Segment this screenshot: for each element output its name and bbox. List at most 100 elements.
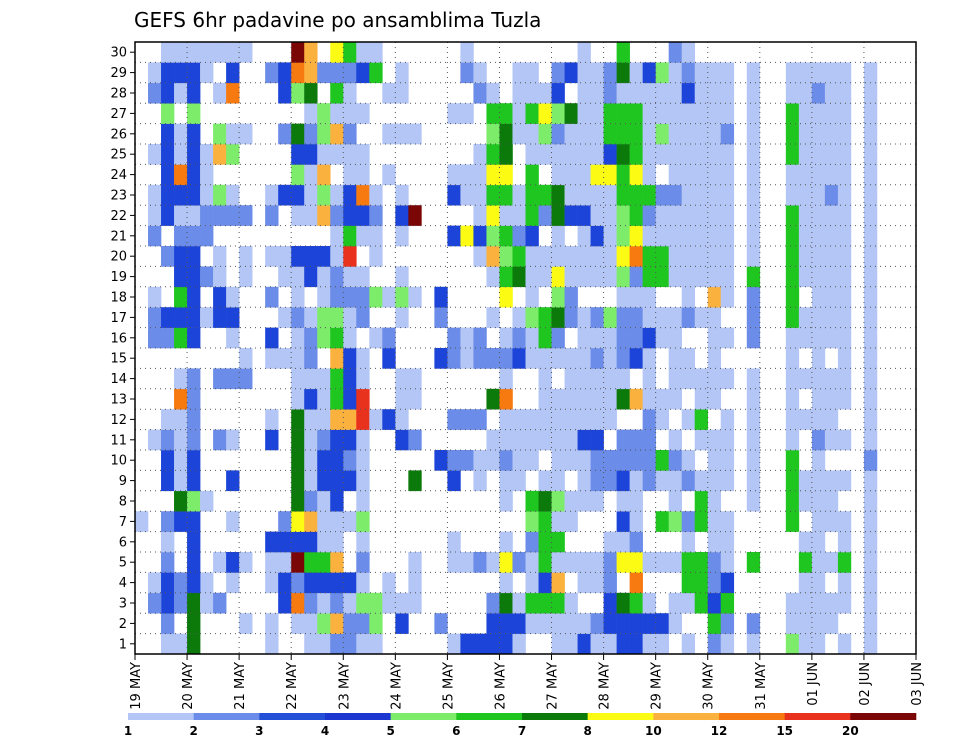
heatmap-cell [863,470,878,492]
heatmap-cell [265,633,279,655]
heatmap-cell [174,307,188,328]
heatmap-cell [837,470,852,492]
heatmap-cell [720,62,735,84]
heatmap-cell [460,633,474,655]
heatmap-cell [460,103,474,124]
heatmap-cell [603,164,617,186]
colorbar-label: 20 [842,724,859,738]
y-tick-label: 16 [110,331,127,346]
heatmap-cell [590,205,604,226]
heatmap-cell [694,552,709,573]
heatmap-cell [798,62,813,84]
heatmap-cell [603,388,617,410]
heatmap-cell [577,429,591,451]
heatmap-cell [538,552,552,573]
heatmap-cell [239,123,253,145]
heatmap-cell [525,490,539,512]
heatmap-cell [681,450,696,471]
heatmap-cell [512,409,526,430]
heatmap-cell [616,490,630,512]
heatmap-cell [187,246,201,267]
heatmap-cell [707,531,722,553]
heatmap-cell [512,613,526,634]
y-tick-label: 27 [110,107,127,122]
heatmap-cell [668,368,682,390]
heatmap-cell [616,613,630,634]
heatmap-cell [798,531,813,553]
heatmap-cell [785,225,800,247]
heatmap-cell [577,450,591,471]
heatmap-cell [681,470,696,492]
heatmap-cell [499,144,513,165]
heatmap-cell [473,409,487,430]
heatmap-cell [317,552,331,573]
heatmap-cell [707,348,722,369]
heatmap-cell [577,205,591,226]
heatmap-cell [486,429,500,451]
heatmap-cell [356,388,370,410]
heatmap-cell [408,286,422,308]
heatmap-cell [239,348,253,369]
heatmap-cell [356,348,370,369]
heatmap-cell [746,633,761,655]
heatmap-cell [551,552,565,573]
heatmap-cell [512,633,526,655]
heatmap-cell [187,531,201,553]
heatmap-cell [343,368,357,390]
heatmap-cell [785,409,800,430]
heatmap-cell [577,184,591,206]
heatmap-cell [629,613,643,634]
heatmap-cell [668,388,682,410]
heatmap-cell [577,470,591,492]
heatmap-cell [707,613,722,634]
heatmap-cell [525,246,539,267]
heatmap-cell [174,144,188,165]
heatmap-cell [304,613,318,634]
heatmap-cell [499,103,513,124]
heatmap-cell [369,327,383,349]
heatmap-cell [642,409,656,430]
heatmap-cell [525,450,539,471]
heatmap-cell [824,164,839,186]
heatmap-cell [603,246,617,267]
heatmap-cell [655,205,669,226]
heatmap-cell [408,592,422,614]
heatmap-cell [616,286,630,308]
heatmap-cell [629,592,643,614]
heatmap-cell [343,511,357,532]
heatmap-cell [174,409,188,430]
heatmap-cell [629,103,643,124]
heatmap-cell [330,348,344,369]
heatmap-cell [291,82,305,104]
heatmap-cell [837,144,852,165]
heatmap-cell [720,225,735,247]
heatmap-cell [746,409,761,430]
heatmap-cell [512,307,526,328]
heatmap-cell [330,388,344,410]
heatmap-cell [577,613,591,634]
heatmap-cell [577,307,591,328]
heatmap-cell [551,633,565,655]
heatmap-cell [382,82,396,104]
heatmap-cell [629,307,643,328]
heatmap-cell [304,592,318,614]
x-tick-label: 23 MAY [337,662,352,710]
heatmap-cell [720,470,735,492]
heatmap-cell [837,205,852,226]
heatmap-cell [473,225,487,247]
heatmap-cell [291,592,305,614]
heatmap-cell [720,103,735,124]
heatmap-cell [330,490,344,512]
heatmap-cell [226,42,240,63]
colorbar-swatch [719,713,785,720]
heatmap-cell [694,266,709,288]
heatmap-cell [239,205,253,226]
heatmap-cell [343,246,357,267]
heatmap-cell [174,266,188,288]
heatmap-cell [785,123,800,145]
heatmap-cell [785,429,800,451]
heatmap-cell [798,144,813,165]
heatmap-cell [447,450,461,471]
heatmap-cell [811,123,826,145]
heatmap-cell [486,450,500,471]
